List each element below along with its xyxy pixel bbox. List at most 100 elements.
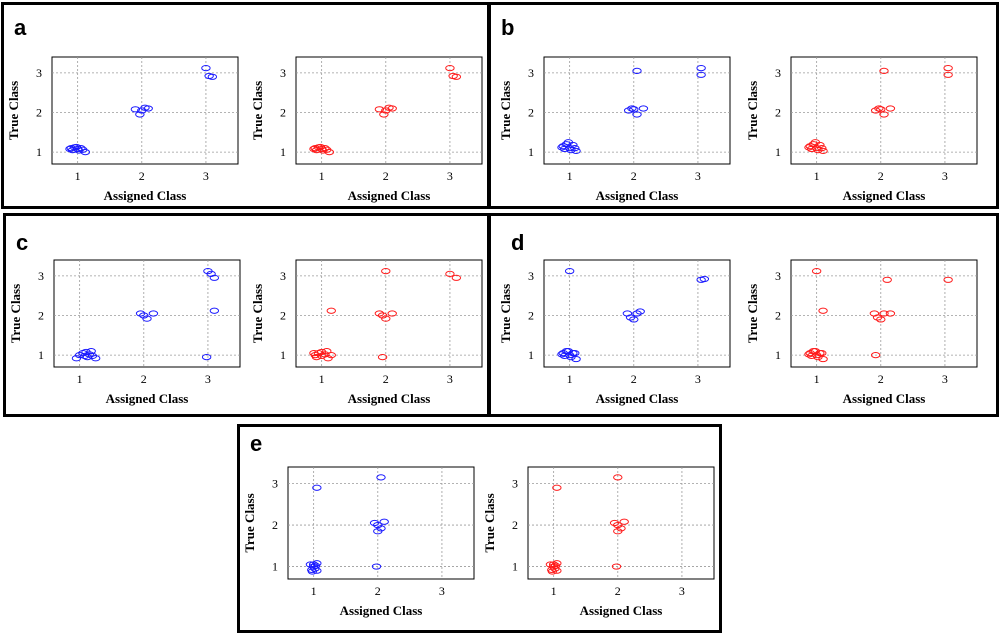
data-point [804,351,814,358]
data-point [377,353,388,361]
y-axis-title: True Class [498,81,513,140]
plot-frame [53,259,241,368]
plot-frame [295,259,483,368]
data-point [130,106,141,113]
plot-frame [295,56,483,165]
y-axis-title: True Class [6,81,21,140]
data-point [632,310,642,317]
data-point [139,312,149,319]
scatter-plot-d-right: 1 2 3 1 2 3 Assigned Class True Class [745,259,978,406]
panel-label-b: b [501,15,515,40]
x-axis-title: Assigned Class [843,391,926,406]
data-point [804,144,814,151]
x-axis-title: Assigned Class [348,188,431,203]
x-tick-label: 2 [383,169,389,183]
data-point [870,352,881,359]
x-axis-title: Assigned Class [340,603,423,618]
x-tick-label: 1 [814,169,820,183]
x-tick-label: 3 [439,584,445,598]
x-tick-label: 2 [631,169,637,183]
data-point [613,521,623,529]
data-point [806,352,817,360]
data-point [613,528,623,535]
data-point [374,310,385,317]
data-point [547,568,558,575]
y-axis-title: True Class [250,284,265,343]
x-tick-label: 2 [375,584,381,598]
data-point [559,352,570,360]
plot-frame [790,259,978,368]
y-axis-title: True Class [250,81,265,140]
data-point [148,310,159,317]
data-point [629,106,639,113]
data-point [387,310,397,317]
data-point [374,106,385,113]
y-tick-label: 2 [280,308,286,322]
x-tick-label: 2 [141,372,147,386]
y-tick-label: 3 [280,66,286,80]
data-point [387,105,397,112]
scatter-plot-c-right: 1 2 3 1 2 3 Assigned Class True Class [250,259,483,406]
y-tick-label: 2 [528,105,534,119]
y-axis-title: True Class [242,493,257,552]
data-point [696,64,706,72]
y-tick-label: 2 [512,518,518,532]
data-point [324,149,335,156]
data-point [559,145,570,153]
data-point [80,352,90,360]
y-axis-title: True Class [8,284,23,343]
x-axis-title: Assigned Class [596,188,679,203]
data-point [817,350,827,357]
y-tick-label: 1 [280,348,286,362]
data-point [209,274,220,281]
data-point [613,474,623,481]
x-axis-title: Assigned Class [596,391,679,406]
y-tick-label: 2 [280,105,286,119]
data-point [699,275,710,283]
panel-label-d: d [511,230,525,255]
data-point [570,350,580,357]
data-point [876,316,886,323]
plot-frame [543,259,731,368]
data-point [632,111,642,118]
x-tick-label: 1 [77,372,83,386]
data-point [818,355,828,363]
data-point [201,64,211,72]
x-tick-label: 1 [311,584,317,598]
data-point [323,355,333,362]
data-point [570,145,580,152]
data-point [135,310,146,317]
data-point [548,561,559,568]
data-point [326,352,336,359]
data-point [143,105,153,112]
y-tick-label: 1 [528,348,534,362]
y-tick-label: 2 [528,308,534,322]
data-point [563,139,574,146]
x-tick-label: 2 [878,169,884,183]
y-tick-label: 2 [38,308,44,322]
x-tick-label: 3 [447,372,453,386]
data-point [65,145,75,153]
data-point [696,71,706,78]
data-point [552,484,562,491]
plot-frame [287,466,475,580]
scatter-plot-e-left: 1 2 3 1 2 3 Assigned Class True Class [242,466,475,618]
data-point [943,276,953,283]
y-axis-title: True Class [745,81,760,140]
y-tick-label: 1 [36,145,42,159]
data-point [879,111,889,118]
data-point [201,353,212,361]
data-point [882,276,892,283]
y-tick-label: 1 [272,560,278,574]
data-point [80,149,91,156]
data-point [451,73,462,80]
data-point [82,353,93,361]
y-tick-label: 2 [775,308,781,322]
data-point [308,561,319,568]
data-point [312,567,322,574]
y-tick-label: 1 [775,348,781,362]
data-point [71,355,82,362]
data-point [818,147,828,155]
data-point [874,105,884,112]
x-tick-label: 2 [878,372,884,386]
